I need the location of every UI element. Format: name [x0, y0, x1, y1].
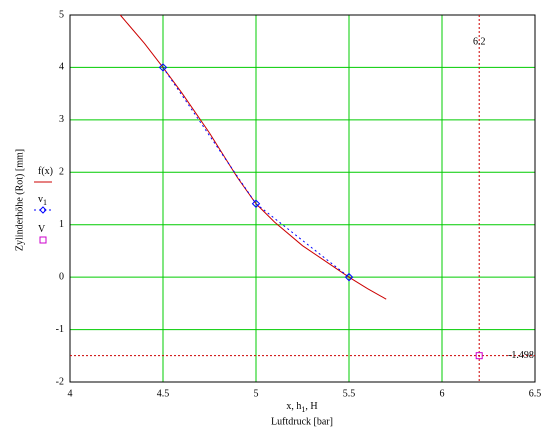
data-point	[344, 272, 354, 282]
y-tick-label: -1	[56, 324, 64, 335]
legend-sub: 1	[43, 198, 47, 207]
x-label-part: x, h	[286, 401, 301, 412]
crosshair-y-label: -1.498	[508, 350, 534, 361]
y-tick-label: 5	[59, 9, 64, 20]
y-tick-label: 1	[59, 219, 64, 230]
x-tick-label: 6.5	[529, 388, 542, 399]
y-tick-label: 3	[59, 114, 64, 125]
x-tick-label: 5.5	[343, 388, 356, 399]
data-point	[475, 352, 483, 360]
y-tick-label: 0	[59, 271, 64, 282]
legend-label: f(x)	[38, 166, 53, 177]
crosshair-x-label: 6.2	[473, 36, 486, 47]
plot-border	[69, 14, 536, 383]
x-tick-label: 4	[68, 388, 73, 399]
x-label-sub: 1	[301, 405, 305, 414]
data-point	[251, 199, 261, 208]
y-tick-label: -2	[56, 376, 64, 387]
series-line	[162, 67, 350, 278]
y-tick-label: 2	[59, 167, 64, 178]
x-tick-label: 4.5	[157, 388, 170, 399]
y-tick-label: 4	[59, 62, 64, 73]
x-tick-label: 6	[440, 388, 445, 399]
x-axis-label: Luftdruck [bar]	[271, 416, 333, 427]
legend-name: V	[38, 224, 46, 235]
legend-name: v	[38, 194, 43, 205]
x-label-part: , H	[305, 401, 317, 412]
y-axis-label: Zylinderhöhe (Rot) [mm]	[14, 149, 25, 251]
x-tick-label: 5	[254, 388, 259, 399]
data-point	[158, 63, 168, 72]
legend-label: V	[38, 224, 46, 235]
legend-marker	[39, 206, 47, 214]
legend-name: f(x)	[38, 166, 53, 177]
series-line	[119, 14, 387, 300]
legend-label: v1	[38, 194, 47, 207]
legend-marker	[39, 236, 47, 244]
x-axis-label: x, h1, H	[286, 401, 317, 414]
